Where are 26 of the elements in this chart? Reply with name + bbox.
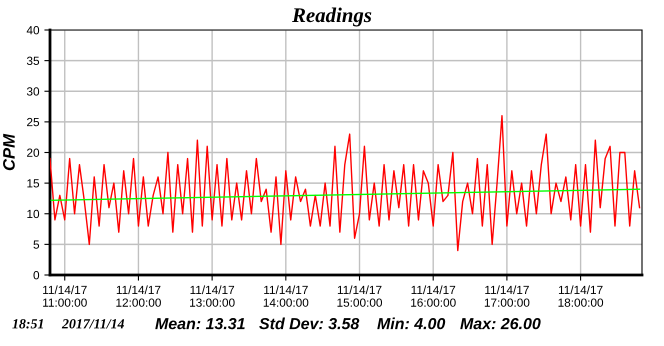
y-tick-label: 5 [33, 240, 40, 249]
x-tick-label: 11/14/17 13:00:00 [190, 285, 235, 307]
text: Min: 4.00 [377, 318, 446, 330]
y-tick-label: 0 [33, 271, 40, 280]
x-tick-label: 11/14/17 11:00:00 [43, 285, 87, 307]
x-tick-label: 11/14/17 12:00:00 [116, 285, 161, 307]
text: 18:51 [12, 319, 43, 329]
y-tick-label: 20 [27, 148, 40, 157]
x-tick-label: 11/14/17 17:00:00 [484, 285, 530, 307]
x-tick-label: 11/14/17 18:00:00 [558, 285, 604, 307]
y-tick-label: 10 [27, 210, 40, 218]
text: 2017/11/14 [62, 319, 124, 328]
x-tick-label: 11/14/17 16:00:00 [411, 285, 456, 307]
y-tick-label: 15 [27, 179, 40, 188]
line-series [50, 115, 640, 252]
text: Std Dev: 3.58 [259, 318, 360, 330]
x-tick-label: 11/14/17 15:00:00 [337, 285, 382, 307]
y-tick-label: 35 [26, 56, 40, 66]
y-axis-title: CPM [3, 134, 15, 170]
text: Max: 26.00 [460, 318, 541, 330]
y-tick-label: 40 [26, 26, 40, 34]
chart-title: Readings [292, 8, 372, 26]
y-tick-label: 25 [27, 118, 40, 126]
y-tick-label: 30 [26, 87, 40, 96]
text: Mean: 13.31 [155, 318, 245, 330]
x-tick-label: 11/14/17 14:00:00 [264, 285, 308, 307]
